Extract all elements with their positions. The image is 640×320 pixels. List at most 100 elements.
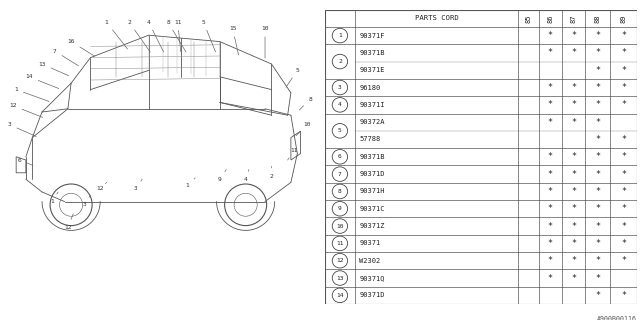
Text: *: *	[595, 135, 600, 144]
Text: 10: 10	[336, 224, 344, 228]
Text: *: *	[621, 83, 626, 92]
Text: *: *	[621, 66, 626, 75]
Text: 9: 9	[218, 170, 227, 182]
Text: 14: 14	[336, 293, 344, 298]
Text: 90371H: 90371H	[360, 188, 385, 195]
Text: 6: 6	[17, 157, 33, 165]
Text: 2: 2	[338, 59, 342, 64]
Text: 90371D: 90371D	[360, 171, 385, 177]
Text: 96180: 96180	[360, 84, 381, 91]
Text: *: *	[571, 256, 576, 265]
Text: *: *	[548, 118, 553, 127]
Text: *: *	[571, 48, 576, 57]
Text: 90371C: 90371C	[360, 206, 385, 212]
Text: 90371: 90371	[360, 240, 381, 246]
Text: *: *	[548, 170, 553, 179]
Text: *: *	[595, 31, 600, 40]
Text: *: *	[548, 204, 553, 213]
Text: 4: 4	[244, 170, 249, 182]
Text: *: *	[621, 204, 626, 213]
Text: 89: 89	[621, 14, 627, 22]
Text: *: *	[548, 239, 553, 248]
Text: *: *	[571, 170, 576, 179]
Text: 12: 12	[97, 182, 107, 191]
Text: 2: 2	[269, 166, 273, 179]
Text: 13: 13	[336, 276, 344, 281]
Text: 90371Z: 90371Z	[360, 223, 385, 229]
Text: *: *	[595, 187, 600, 196]
Text: *: *	[595, 291, 600, 300]
Text: *: *	[621, 135, 626, 144]
Text: A900B00116: A900B00116	[596, 316, 637, 320]
Text: 88: 88	[595, 14, 601, 22]
Text: *: *	[621, 187, 626, 196]
Text: 57788: 57788	[360, 137, 381, 142]
Text: *: *	[595, 152, 600, 161]
Text: 90371I: 90371I	[360, 102, 385, 108]
Text: 90372A: 90372A	[360, 119, 385, 125]
Text: 90371D: 90371D	[360, 292, 385, 298]
Text: 87: 87	[571, 14, 577, 22]
Text: 6: 6	[338, 154, 342, 159]
Text: *: *	[621, 31, 626, 40]
Text: *: *	[621, 48, 626, 57]
Text: *: *	[548, 48, 553, 57]
Text: *: *	[571, 221, 576, 231]
Text: 12: 12	[9, 103, 43, 117]
Text: *: *	[595, 170, 600, 179]
Text: 3: 3	[134, 179, 142, 191]
Text: 1: 1	[14, 87, 49, 101]
Text: *: *	[571, 239, 576, 248]
Text: *: *	[548, 31, 553, 40]
Text: 4: 4	[338, 102, 342, 107]
Text: *: *	[571, 187, 576, 196]
Text: 90371E: 90371E	[360, 67, 385, 73]
Text: *: *	[571, 31, 576, 40]
Text: *: *	[548, 100, 553, 109]
Text: 14: 14	[26, 74, 59, 89]
Text: *: *	[621, 256, 626, 265]
Text: PARTS CORD: PARTS CORD	[415, 15, 458, 21]
Text: *: *	[621, 221, 626, 231]
Text: 90371B: 90371B	[360, 154, 385, 160]
Text: 7: 7	[53, 49, 79, 66]
Text: 5: 5	[338, 128, 342, 133]
Text: 16: 16	[67, 39, 95, 56]
Text: *: *	[548, 274, 553, 283]
Text: *: *	[548, 256, 553, 265]
Text: *: *	[621, 291, 626, 300]
Text: *: *	[548, 187, 553, 196]
Text: 8: 8	[300, 97, 312, 110]
Text: *: *	[571, 274, 576, 283]
Text: *: *	[621, 239, 626, 248]
Text: 9: 9	[338, 206, 342, 211]
Text: 86: 86	[547, 14, 554, 22]
Text: *: *	[548, 221, 553, 231]
Text: 90371Q: 90371Q	[360, 275, 385, 281]
Text: 12: 12	[64, 214, 74, 230]
Text: *: *	[571, 118, 576, 127]
Text: *: *	[548, 83, 553, 92]
Text: 4: 4	[147, 20, 164, 52]
Text: *: *	[595, 274, 600, 283]
Text: 3: 3	[82, 195, 90, 207]
Text: 10: 10	[261, 26, 269, 58]
Text: 11: 11	[336, 241, 344, 246]
Text: 90371B: 90371B	[360, 50, 385, 56]
Text: 3: 3	[338, 85, 342, 90]
Text: 7: 7	[338, 172, 342, 177]
Text: 1: 1	[186, 178, 195, 188]
Text: *: *	[595, 83, 600, 92]
Text: 11: 11	[174, 20, 182, 52]
Text: 13: 13	[38, 61, 68, 76]
Text: 11: 11	[287, 148, 298, 160]
Text: *: *	[571, 83, 576, 92]
Text: *: *	[595, 66, 600, 75]
Text: 15: 15	[229, 26, 239, 55]
Text: *: *	[595, 256, 600, 265]
Text: *: *	[548, 152, 553, 161]
Text: 8: 8	[166, 20, 186, 52]
Text: 90371F: 90371F	[360, 33, 385, 39]
Text: *: *	[595, 221, 600, 231]
Text: *: *	[621, 100, 626, 109]
